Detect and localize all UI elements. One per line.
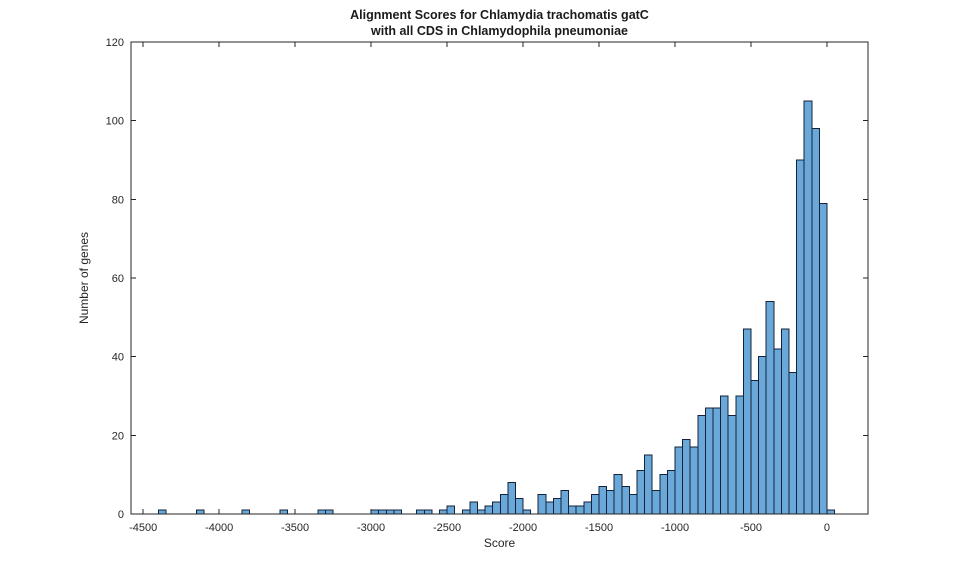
histogram-bar	[613, 474, 623, 515]
histogram-bar	[575, 505, 585, 515]
histogram-bar	[720, 395, 729, 515]
histogram-bar	[385, 509, 395, 515]
histogram-bar	[697, 415, 706, 515]
histogram-bar	[317, 509, 327, 515]
histogram-bar	[765, 301, 775, 515]
histogram-bar	[568, 505, 577, 515]
histogram-bar	[438, 509, 448, 515]
histogram-bar	[636, 470, 646, 515]
chart-title: Alignment Scores for Chlamydia trachomat…	[131, 7, 868, 39]
histogram-bar	[279, 509, 289, 515]
histogram-bar	[241, 509, 251, 515]
histogram-bar	[803, 100, 813, 515]
histogram-bar	[651, 489, 661, 515]
histogram-bar	[393, 509, 402, 515]
histogram-bar	[598, 485, 608, 515]
histogram-bar	[325, 509, 334, 515]
x-tick-label: -1000	[661, 522, 689, 534]
histogram-bar	[773, 348, 782, 515]
x-axis-label: Score	[483, 536, 516, 550]
x-tick-label: -3000	[357, 522, 385, 534]
plot-border	[130, 41, 869, 515]
histogram-bar	[628, 493, 638, 515]
chart-title-line1: Alignment Scores for Chlamydia trachomat…	[350, 8, 649, 22]
histogram-bar	[423, 509, 433, 515]
histogram-bar	[560, 489, 570, 515]
histogram-bar	[552, 497, 562, 515]
histogram-bar	[583, 501, 592, 515]
y-axis-label: Number of genes	[77, 231, 91, 325]
histogram-bar	[750, 379, 760, 515]
histogram-bar	[666, 470, 676, 515]
histogram-bar	[621, 485, 630, 515]
histogram-bar	[378, 509, 387, 515]
histogram-bar	[416, 509, 425, 515]
histogram-bar	[590, 493, 600, 515]
histogram-bar	[476, 509, 486, 515]
histogram-bar	[157, 509, 167, 515]
histogram-bar	[469, 501, 478, 515]
y-tick-label: 0	[118, 509, 124, 521]
histogram-bar	[796, 159, 805, 515]
histogram-bar	[522, 509, 532, 515]
histogram-bar	[704, 407, 714, 515]
x-tick-label: -1500	[585, 522, 613, 534]
histogram-bar	[674, 446, 684, 515]
x-tick-label: 0	[824, 522, 830, 534]
x-tick-label: -2000	[509, 522, 537, 534]
y-tick-label: 100	[106, 116, 124, 128]
histogram-bar	[712, 407, 722, 515]
histogram-bar	[689, 446, 699, 515]
histogram-bar	[758, 356, 767, 515]
histogram-bar	[606, 489, 615, 515]
histogram-bar	[484, 505, 494, 515]
x-tick-label: -2500	[433, 522, 461, 534]
x-tick-label: -500	[740, 522, 762, 534]
histogram-bar	[788, 371, 798, 515]
x-tick-label: -3500	[281, 522, 309, 534]
histogram-bar	[507, 482, 516, 515]
histogram-bar	[644, 454, 653, 515]
histogram-bar	[742, 328, 752, 515]
histogram-bar	[514, 497, 524, 515]
y-tick-label: 80	[112, 194, 124, 206]
histogram-bar	[826, 509, 836, 515]
histogram-bar	[446, 505, 456, 515]
histogram-bar	[682, 438, 691, 515]
x-tick-label: -4000	[205, 522, 233, 534]
histogram-bar	[195, 509, 205, 515]
x-tick-label: -4500	[129, 522, 157, 534]
y-tick-label: 60	[112, 273, 124, 285]
chart-title-line2: with all CDS in Chlamydophila pneumoniae	[371, 24, 628, 38]
y-tick-label: 40	[112, 352, 124, 364]
histogram-bar	[537, 493, 547, 515]
histogram-bar	[818, 202, 828, 515]
histogram-bar	[727, 415, 737, 515]
histogram-bar	[499, 493, 509, 515]
histogram-bar	[780, 328, 790, 515]
histogram-bar	[461, 509, 471, 515]
histogram-bar	[735, 395, 744, 515]
y-tick-label: 120	[106, 37, 124, 49]
histogram-bar	[492, 501, 501, 515]
y-tick-label: 20	[112, 430, 124, 442]
histogram-bar	[370, 509, 380, 515]
histogram-bar	[659, 474, 668, 515]
histogram-bar	[545, 501, 554, 515]
histogram-bar	[811, 128, 820, 515]
